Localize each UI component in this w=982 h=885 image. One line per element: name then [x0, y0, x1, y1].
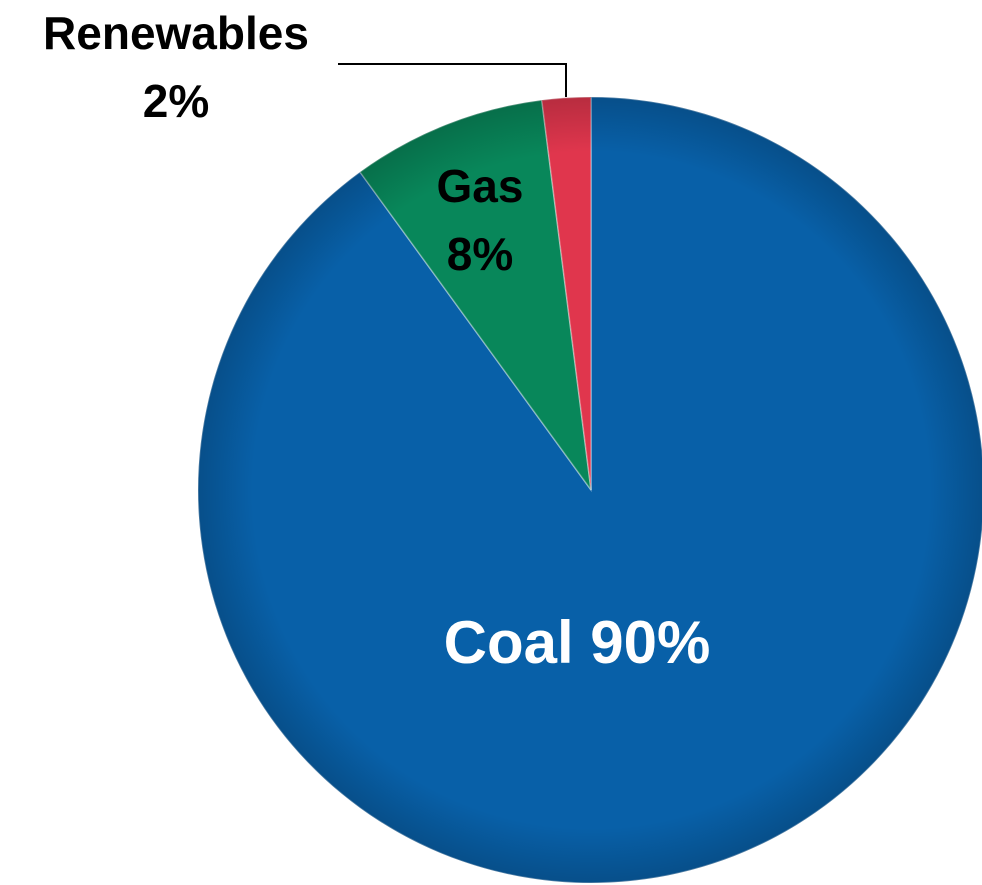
label-renewables-name: Renewables: [43, 7, 309, 59]
label-gas-pct: 8%: [447, 228, 513, 280]
renewables-leader-line: [338, 63, 567, 97]
label-renewables-pct: 2%: [143, 75, 209, 127]
label-gas-name: Gas: [437, 160, 524, 212]
label-coal: Coal 90%: [444, 609, 711, 676]
